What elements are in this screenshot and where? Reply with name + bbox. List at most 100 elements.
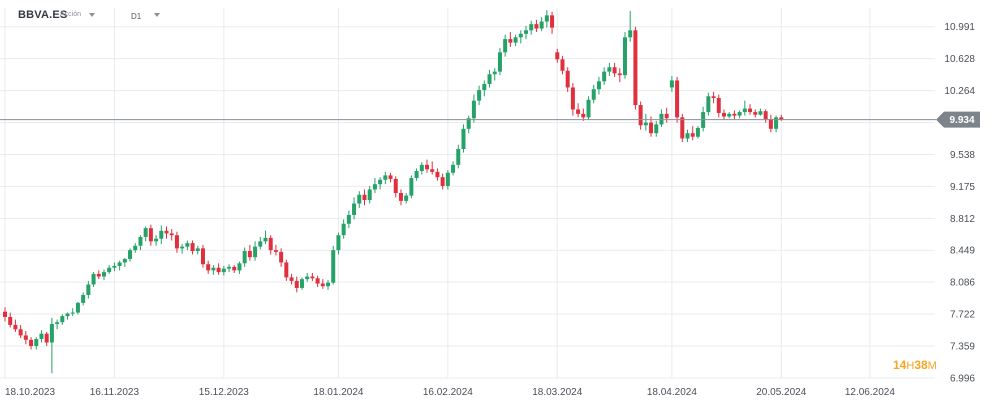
- candle[interactable]: [768, 114, 773, 133]
- candle[interactable]: [383, 171, 388, 185]
- candle[interactable]: [596, 76, 601, 95]
- candle[interactable]: [721, 109, 726, 121]
- candle[interactable]: [544, 10, 549, 28]
- candle[interactable]: [659, 109, 664, 128]
- candle[interactable]: [242, 247, 247, 267]
- candle[interactable]: [8, 312, 13, 328]
- candle[interactable]: [49, 317, 54, 374]
- candle[interactable]: [268, 235, 273, 255]
- candle[interactable]: [451, 161, 456, 176]
- candle[interactable]: [367, 185, 372, 204]
- candle[interactable]: [55, 319, 60, 330]
- candle[interactable]: [206, 260, 211, 274]
- candle[interactable]: [695, 126, 700, 139]
- candle[interactable]: [310, 273, 315, 281]
- candle[interactable]: [86, 280, 91, 299]
- candle[interactable]: [690, 126, 695, 141]
- candle[interactable]: [701, 106, 706, 132]
- candle[interactable]: [60, 314, 65, 325]
- candle[interactable]: [263, 230, 268, 244]
- candle[interactable]: [675, 76, 680, 123]
- timeframe-chevron-down-icon[interactable]: [154, 13, 160, 17]
- candle[interactable]: [685, 129, 690, 142]
- candle[interactable]: [258, 236, 263, 250]
- candle[interactable]: [508, 32, 513, 48]
- candle[interactable]: [617, 68, 622, 83]
- candle[interactable]: [65, 312, 70, 320]
- candle[interactable]: [763, 109, 768, 123]
- candle[interactable]: [539, 17, 544, 32]
- candle[interactable]: [133, 243, 138, 253]
- candle[interactable]: [237, 261, 242, 274]
- candle[interactable]: [638, 101, 643, 130]
- candle[interactable]: [341, 219, 346, 239]
- candle[interactable]: [315, 275, 320, 288]
- candle[interactable]: [419, 162, 424, 175]
- candle[interactable]: [34, 337, 39, 350]
- candle[interactable]: [550, 11, 555, 34]
- candle[interactable]: [664, 107, 669, 123]
- candle[interactable]: [81, 292, 86, 306]
- timeframe-selector[interactable]: D1: [131, 12, 142, 21]
- candle[interactable]: [13, 319, 18, 332]
- candle[interactable]: [440, 173, 445, 190]
- candle[interactable]: [461, 124, 466, 153]
- candle[interactable]: [122, 258, 127, 267]
- candle[interactable]: [607, 62, 612, 77]
- candle[interactable]: [169, 229, 174, 241]
- candle[interactable]: [279, 248, 284, 267]
- candle[interactable]: [414, 168, 419, 181]
- candle[interactable]: [107, 265, 112, 274]
- candle[interactable]: [148, 224, 153, 246]
- candle[interactable]: [154, 235, 159, 246]
- candle[interactable]: [174, 231, 179, 253]
- candle[interactable]: [732, 110, 737, 120]
- candle[interactable]: [456, 144, 461, 169]
- candle[interactable]: [524, 25, 528, 40]
- candle[interactable]: [91, 272, 96, 288]
- candle[interactable]: [372, 178, 377, 193]
- candle[interactable]: [143, 226, 148, 242]
- candle[interactable]: [3, 307, 7, 322]
- candle[interactable]: [227, 264, 232, 273]
- candle[interactable]: [289, 273, 294, 285]
- candle[interactable]: [669, 76, 674, 92]
- candle[interactable]: [570, 83, 575, 116]
- candle[interactable]: [518, 30, 523, 44]
- candle[interactable]: [23, 331, 28, 345]
- candle[interactable]: [706, 92, 711, 116]
- candle[interactable]: [284, 259, 289, 281]
- symbol-name[interactable]: BBVA.ES: [18, 9, 68, 21]
- candle[interactable]: [586, 96, 591, 121]
- candle[interactable]: [758, 108, 763, 116]
- candle[interactable]: [75, 302, 80, 315]
- candle[interactable]: [581, 108, 586, 121]
- candle[interactable]: [331, 245, 336, 285]
- candle[interactable]: [378, 177, 383, 190]
- candle[interactable]: [404, 192, 409, 204]
- candle[interactable]: [612, 62, 617, 77]
- candle[interactable]: [727, 112, 732, 119]
- candle[interactable]: [748, 104, 753, 115]
- candle[interactable]: [336, 232, 341, 255]
- candle[interactable]: [211, 265, 216, 275]
- candle[interactable]: [560, 55, 565, 75]
- candle[interactable]: [294, 276, 299, 293]
- candle[interactable]: [622, 32, 627, 79]
- candle[interactable]: [185, 240, 190, 251]
- candle[interactable]: [320, 279, 325, 289]
- candle[interactable]: [388, 172, 393, 183]
- candle[interactable]: [435, 168, 440, 181]
- candle[interactable]: [18, 324, 23, 339]
- candle[interactable]: [352, 197, 357, 220]
- candle[interactable]: [216, 263, 221, 275]
- candle[interactable]: [253, 241, 258, 261]
- candle[interactable]: [576, 103, 581, 118]
- candle[interactable]: [742, 100, 747, 116]
- candle[interactable]: [482, 80, 487, 97]
- candle[interactable]: [633, 26, 638, 110]
- candle[interactable]: [70, 308, 75, 317]
- candle[interactable]: [128, 248, 133, 262]
- candle[interactable]: [393, 176, 398, 198]
